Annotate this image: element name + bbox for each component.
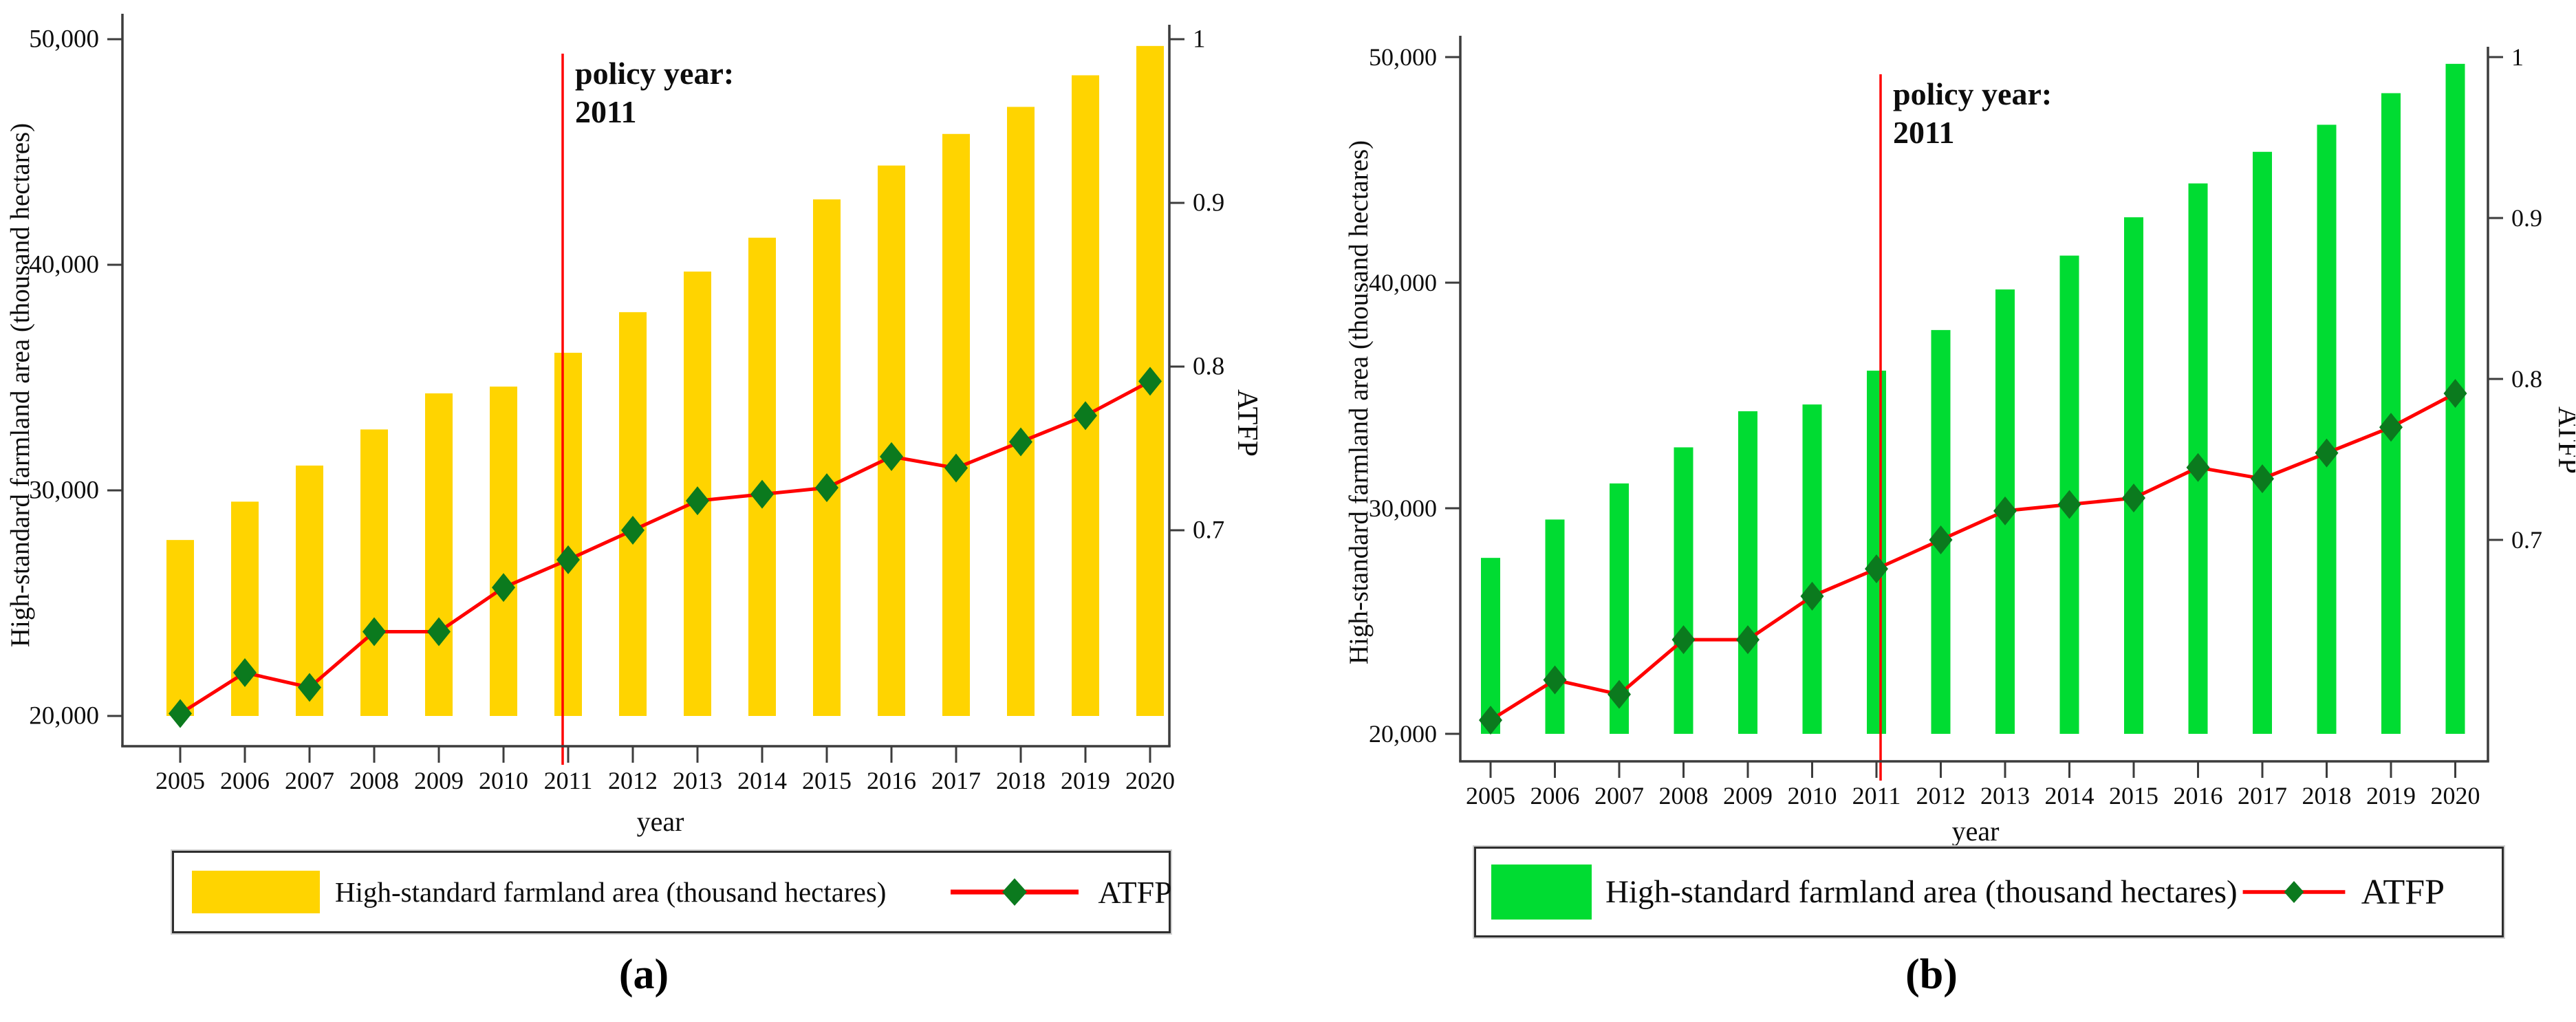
bars-series	[166, 45, 1164, 717]
legend-bar-label: High-standard farmland area (thousand he…	[1605, 874, 2238, 910]
legend-bar-label: High-standard farmland area (thousand he…	[335, 876, 887, 908]
svg-text:2009: 2009	[1723, 782, 1773, 809]
svg-text:20,000: 20,000	[1369, 720, 1437, 748]
svg-text:2015: 2015	[2109, 782, 2158, 809]
svg-text:2019: 2019	[1061, 767, 1110, 794]
svg-text:30,000: 30,000	[29, 477, 99, 505]
svg-text:2008: 2008	[1659, 782, 1709, 809]
svg-text:2017: 2017	[2238, 782, 2287, 809]
svg-text:2013: 2013	[1980, 782, 2030, 809]
svg-text:2010: 2010	[1788, 782, 1837, 809]
svg-text:2020: 2020	[2431, 782, 2480, 809]
svg-text:2018: 2018	[996, 767, 1046, 794]
legend-line-label: ATFP	[2361, 872, 2445, 912]
legend-line-diamond-sample	[2242, 881, 2346, 903]
svg-text:2007: 2007	[285, 767, 334, 794]
chart-a-plot: policy year:201150,00040,00030,00020,000…	[6, 14, 1263, 837]
chart-b-legend: High-standard farmland area (thousand he…	[1474, 847, 2504, 937]
svg-text:50,000: 50,000	[1369, 43, 1437, 71]
right-axis-title: ATFP	[1231, 389, 1263, 457]
svg-text:2011: 2011	[1852, 782, 1901, 809]
svg-text:2014: 2014	[737, 767, 787, 794]
svg-text:1: 1	[1193, 25, 1206, 54]
svg-text:2013: 2013	[673, 767, 722, 794]
x-axis-title: year	[637, 806, 684, 837]
policy-year-annotation: policy year: 2011	[1879, 74, 2052, 781]
svg-text:30,000: 30,000	[1369, 494, 1437, 522]
chart-b-plot: policy year: 2011 50,000 40,000 30,000 20,000…	[1344, 36, 2575, 846]
axes: 50,000 40,000 30,000 20,000 1 0.9 0.8 0.7 2005 20…	[1369, 36, 2542, 809]
svg-text:50,000: 50,000	[29, 25, 99, 54]
chart-b: policy year: 2011 50,000 40,000 30,000 20,000…	[1288, 0, 2575, 1022]
svg-text:policy year:: policy year:	[1893, 76, 2052, 111]
svg-text:2015: 2015	[802, 767, 852, 794]
x-axis-title: year	[1952, 816, 2000, 846]
svg-text:2016: 2016	[2174, 782, 2223, 809]
bars-series	[1481, 63, 2465, 735]
svg-text:2018: 2018	[2302, 782, 2352, 809]
right-axis-title: ATFP	[2552, 406, 2575, 474]
policy-year-annotation: policy year:2011	[561, 54, 734, 765]
chart-a-caption: (a)	[618, 951, 669, 998]
svg-text:2017: 2017	[931, 767, 981, 794]
svg-text:40,000: 40,000	[29, 251, 99, 279]
svg-text:2008: 2008	[349, 767, 399, 794]
svg-text:policy year:: policy year:	[575, 56, 734, 91]
chart-a-legend: High-standard farmland area (thousand he…	[172, 851, 1172, 933]
legend-line-label: ATFP	[1098, 874, 1172, 910]
svg-text:2011: 2011	[575, 94, 636, 129]
atfp-line-series	[169, 367, 1162, 728]
svg-text:2011: 2011	[1893, 115, 1954, 150]
svg-text:0.8: 0.8	[2511, 365, 2542, 393]
legend-bar-swatch	[192, 871, 320, 913]
svg-text:0.8: 0.8	[1193, 353, 1224, 381]
svg-text:2011: 2011	[544, 767, 593, 794]
atfp-line-series	[1479, 379, 2467, 735]
svg-text:2019: 2019	[2366, 782, 2416, 809]
svg-text:20,000: 20,000	[29, 702, 99, 730]
svg-text:0.9: 0.9	[2511, 204, 2542, 232]
chart-b-caption: (b)	[1905, 951, 1958, 998]
svg-text:2012: 2012	[608, 767, 658, 794]
legend-line-diamond-sample	[951, 878, 1079, 906]
svg-text:0.7: 0.7	[1193, 517, 1224, 545]
svg-text:2016: 2016	[867, 767, 916, 794]
svg-text:2009: 2009	[414, 767, 464, 794]
legend-bar-swatch	[1491, 865, 1592, 920]
left-axis-title: High-standard farmland area (thousand he…	[1344, 140, 1374, 664]
svg-text:0.7: 0.7	[2511, 526, 2542, 554]
svg-text:2012: 2012	[1916, 782, 1966, 809]
left-axis-title: High-standard farmland area (thousand he…	[6, 123, 35, 647]
svg-text:2006: 2006	[1530, 782, 1580, 809]
svg-text:2005: 2005	[1466, 782, 1515, 809]
axes: 50,000 40,000 30,000 20,000 1 0.9 0.8 0.7 2005 20…	[29, 14, 1224, 794]
svg-text:2010: 2010	[479, 767, 528, 794]
svg-text:0.9: 0.9	[1193, 189, 1224, 217]
svg-text:2014: 2014	[2045, 782, 2095, 809]
svg-text:1: 1	[2511, 43, 2524, 71]
svg-text:2007: 2007	[1594, 782, 1644, 809]
chart-a: policy year: 2011 50,000 40,000 30,000 20,000…	[6, 14, 1263, 998]
svg-text:2005: 2005	[155, 767, 205, 794]
svg-text:2020: 2020	[1125, 767, 1175, 794]
svg-text:40,000: 40,000	[1369, 269, 1437, 296]
svg-text:2006: 2006	[220, 767, 270, 794]
